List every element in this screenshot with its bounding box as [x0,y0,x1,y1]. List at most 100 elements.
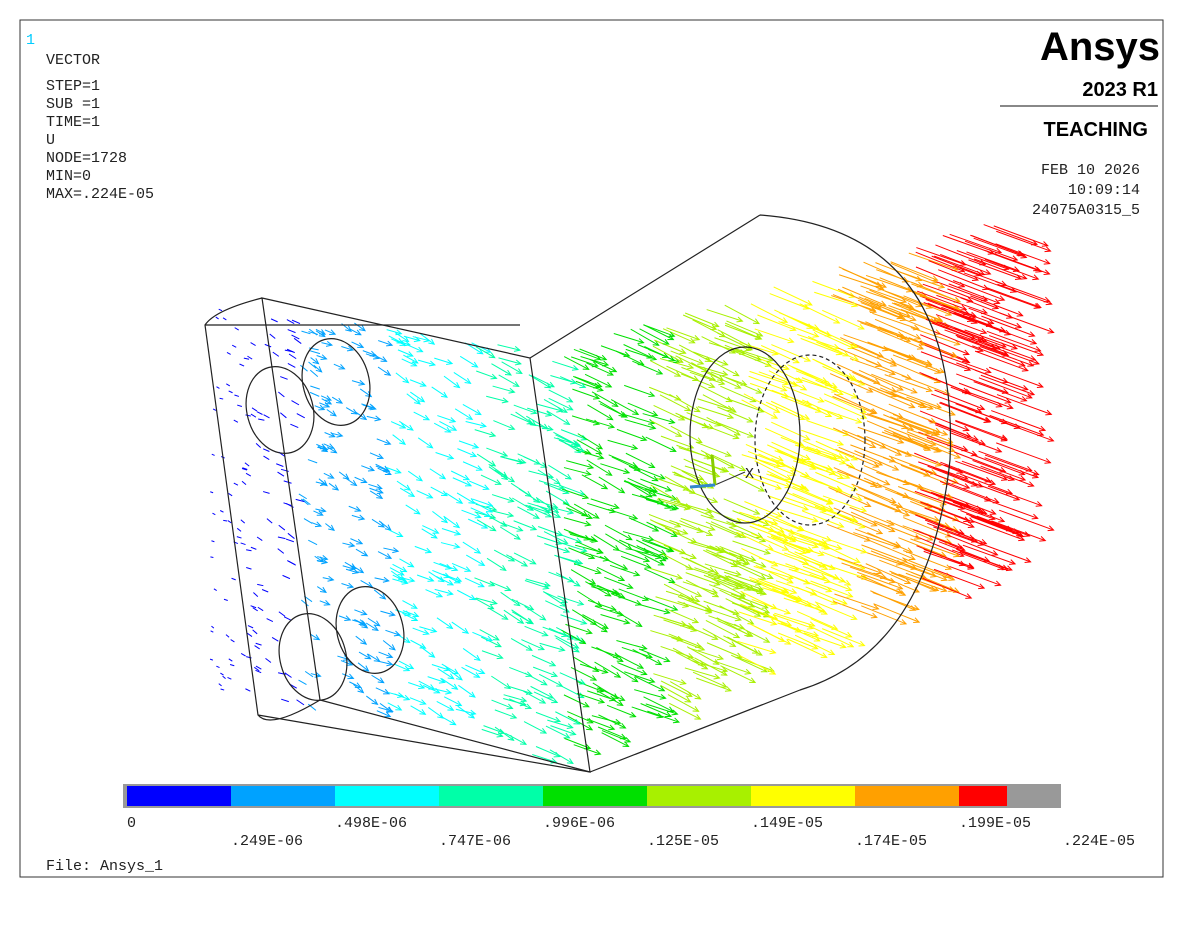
vector-head [883,479,891,486]
vector-arrow [341,582,354,588]
vector-arrow [567,711,594,724]
vector-arrow [231,577,236,581]
vector-arrow [882,456,930,477]
vector-head [468,691,476,698]
vector-head [875,482,883,489]
vector-head [967,517,975,524]
vector-arrow [973,237,1027,258]
vector-arrow [464,577,485,588]
vector-head [476,348,484,355]
vector-head [847,373,855,379]
vector-arrow [409,379,426,387]
vector-head [647,535,655,542]
vector-head [354,506,362,512]
vector-arrow [435,452,454,459]
vector-arrow [233,482,239,486]
vector-arrow [812,329,854,349]
vector-head [806,546,814,553]
vector-head [869,305,877,312]
vector-head [825,499,834,505]
vector-head [800,384,808,391]
vector-head [998,295,1006,301]
vector-head [1001,475,1009,481]
vector-head [839,642,847,649]
vector-arrow [476,370,497,379]
vector-head [625,534,633,541]
vector-head [644,563,652,569]
vector-head [758,486,766,492]
vector-arrow [642,539,674,552]
vector-arrow [245,688,251,692]
vector-arrow [604,524,633,541]
vector-arrow [748,576,787,593]
vector-head [330,447,338,454]
vector-head [964,365,972,372]
vector-head [998,516,1006,523]
vector-head [586,717,594,724]
vector-head [1005,565,1013,572]
vector-arrow [832,395,876,415]
vector-arrow [733,350,772,367]
vector-head [593,382,601,389]
vector-head [597,453,605,460]
vector-arrow [840,337,884,358]
vector-arrow [889,570,936,592]
vector-head [566,396,574,403]
vector-arrow [704,563,741,576]
vector-head [317,556,325,563]
vector-head [361,550,369,557]
vector-head [716,654,725,661]
vector-arrow [244,462,250,467]
vector-arrow [777,632,818,650]
vector-head [473,654,481,662]
vector-arrow [874,318,921,340]
vector-head [1045,409,1053,416]
vector-head [708,525,716,532]
vector-head [590,675,598,681]
vector-head [407,663,415,670]
vector-head [328,524,336,532]
vector-arrow [956,548,1008,570]
vector-arrow [254,666,260,672]
vector-arrow [472,498,493,507]
vector-head [474,409,482,416]
vector-arrow [851,483,896,503]
vector-head [946,437,954,444]
vector-arrow [803,448,846,464]
vector-arrow [849,566,896,583]
vector-head [766,544,774,550]
vector-head [606,370,615,376]
vector-head [556,530,564,537]
vector-head [624,737,632,743]
vector-arrow [643,696,674,713]
vector-head [1009,559,1017,565]
vector-arrow [503,694,527,702]
vector-head [915,301,923,308]
vector-head [591,361,599,368]
vector-arrow [216,665,220,669]
legend-label: .174E-05 [855,833,927,850]
vector-head [810,589,818,596]
vector-arrow [910,538,960,557]
vector-head [650,486,658,493]
vector-arrow [280,412,287,419]
info-line: SUB =1 [46,96,100,113]
vector-arrow [261,589,269,593]
vector-arrow [685,557,719,575]
vector-arrow [723,498,760,515]
vector-head [753,509,761,515]
vector-head [446,589,454,596]
vector-arrow [829,373,873,393]
vector-arrow [585,581,611,597]
vector-head [669,446,677,452]
vector-head [419,699,427,705]
vector-head [445,564,453,570]
vector-head [802,559,810,566]
vector-arrow [815,471,858,491]
vector-arrow [454,408,473,420]
vector-arrow [587,599,616,611]
vector-arrow [266,518,273,524]
vector-arrow [850,343,896,364]
vector-arrow [944,493,996,515]
vector-head [657,559,665,566]
